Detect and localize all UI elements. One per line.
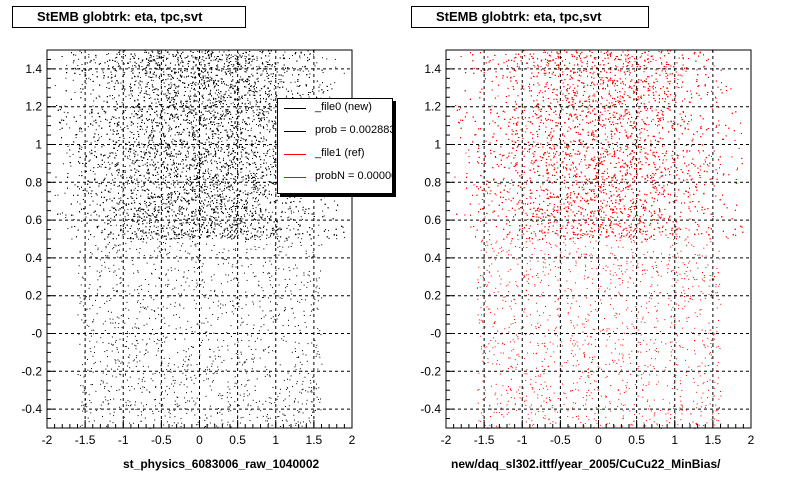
- legend-swatch: [284, 131, 306, 132]
- y-tick-label: 1: [35, 138, 42, 152]
- x-tick-label: 0.5: [229, 433, 246, 447]
- x-tick-label: -2: [42, 433, 53, 447]
- legend: _file0 (new) prob = 0.002883 _file1 (ref…: [277, 98, 393, 194]
- x-tick-label: 2: [748, 433, 755, 447]
- legend-entry: _file0 (new): [278, 99, 392, 119]
- y-tick-label: -0.4: [21, 402, 42, 416]
- legend-entry: probN = 0.000000: [278, 168, 392, 188]
- scatter-points: [454, 50, 744, 429]
- plot-title-left: StEMB globtrk: eta, tpc,svt: [12, 6, 246, 28]
- y-tick-label: 1.2: [424, 100, 441, 114]
- legend-label: prob = 0.002883: [315, 124, 392, 136]
- x-tick-label: -1: [118, 433, 129, 447]
- legend-entry: _file1 (ref): [278, 145, 392, 165]
- y-tick-label: 0.2: [25, 289, 42, 303]
- x-tick-label: 2: [349, 433, 356, 447]
- x-axis-label-left: st_physics_6083006_raw_1040002: [123, 457, 319, 471]
- plot-right: -2 -1.5 -1 -0.5 0 0.5 1 1.5 2 -0.4 -0.2 -0 0.2 0.4 0.6…: [420, 49, 755, 447]
- x-tick-label: 0: [595, 433, 602, 447]
- legend-label: _file0 (new): [315, 101, 372, 113]
- legend-label: probN = 0.000000: [315, 170, 392, 182]
- y-tick-label: 0.4: [424, 251, 441, 265]
- y-tick-label: 0.8: [424, 175, 441, 189]
- x-tick-label: -1.5: [75, 433, 96, 447]
- x-tick-label: -0.5: [550, 433, 571, 447]
- scatter-points: [54, 50, 346, 429]
- x-tick-label: 1: [272, 433, 279, 447]
- y-tick-label: 1.4: [424, 62, 441, 76]
- x-tick-label: -1.5: [474, 433, 495, 447]
- y-tick-label: 1.4: [25, 62, 42, 76]
- x-axis-label-right: new/daq_sl302.ittf/year_2005/CuCu22_MinB…: [451, 457, 720, 471]
- y-tick-label: 0.6: [424, 213, 441, 227]
- y-tick-label: -0.4: [420, 402, 441, 416]
- y-tick-label: -0.2: [21, 364, 42, 378]
- y-tick-label: 1: [434, 138, 441, 152]
- legend-swatch: [284, 108, 306, 109]
- x-tick-label: -1: [517, 433, 528, 447]
- legend-swatch: [284, 177, 306, 178]
- y-tick-label: 0.6: [25, 213, 42, 227]
- grid: [446, 50, 751, 428]
- legend-swatch: [284, 154, 306, 155]
- x-tick-label: 1.5: [705, 433, 722, 447]
- x-tick-label: -2: [441, 433, 452, 447]
- y-tick-label: 1.2: [25, 100, 42, 114]
- y-tick-label: -0.2: [420, 364, 441, 378]
- x-tick-label: -0.5: [151, 433, 172, 447]
- y-tick-label: 0.8: [25, 175, 42, 189]
- y-tick-label: -0: [430, 327, 441, 341]
- legend-entry: prob = 0.002883: [278, 122, 392, 142]
- x-tick-label: 1: [671, 433, 678, 447]
- x-tick-label: 1.5: [306, 433, 323, 447]
- x-tick-label: 0: [196, 433, 203, 447]
- y-tick-label: 0.4: [25, 251, 42, 265]
- x-tick-label: 0.5: [628, 433, 645, 447]
- y-tick-label: 0.2: [424, 289, 441, 303]
- y-tick-label: -0: [31, 327, 42, 341]
- legend-label: _file1 (ref): [315, 147, 365, 159]
- plot-left: -2 -1.5 -1 -0.5 0 0.5 1 1.5 2 -0.4 -0.2 -0 0.2 0.4 0.6…: [21, 49, 356, 447]
- plot-title-right: StEMB globtrk: eta, tpc,svt: [411, 6, 649, 28]
